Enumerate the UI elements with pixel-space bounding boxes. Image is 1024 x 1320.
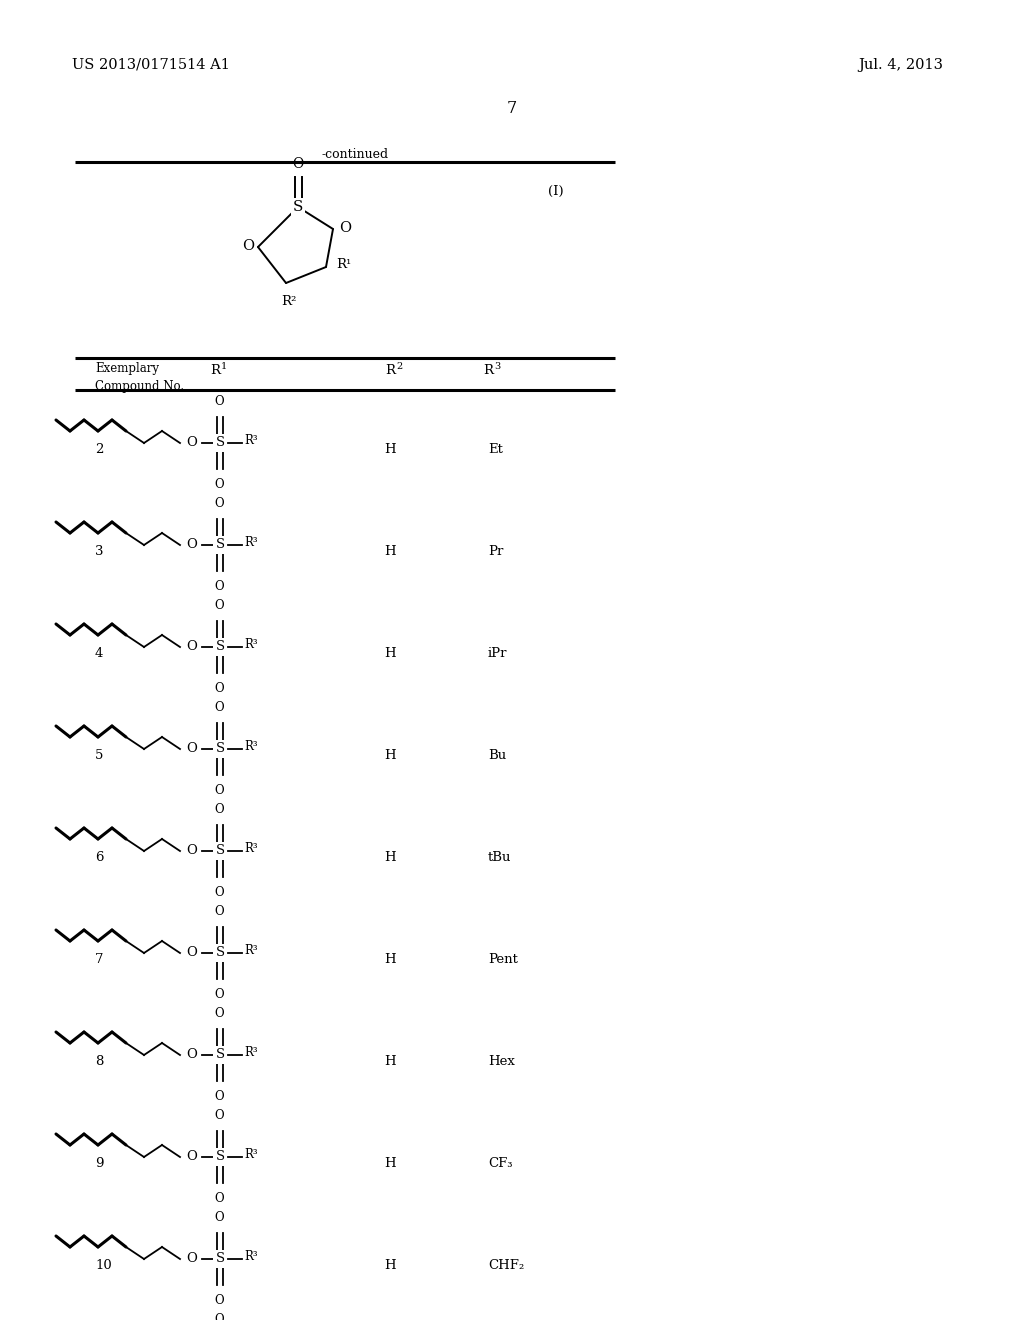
Text: O: O bbox=[215, 478, 224, 491]
Text: S: S bbox=[215, 1048, 224, 1061]
Text: 7: 7 bbox=[95, 953, 103, 966]
Text: Pr: Pr bbox=[488, 545, 504, 558]
Text: 10: 10 bbox=[95, 1259, 112, 1272]
Text: 6: 6 bbox=[95, 851, 103, 865]
Text: 7: 7 bbox=[507, 100, 517, 117]
Text: O: O bbox=[215, 395, 224, 408]
Text: R: R bbox=[385, 364, 395, 378]
Text: -continued: -continued bbox=[322, 148, 388, 161]
Text: O: O bbox=[186, 945, 198, 958]
Text: O: O bbox=[339, 220, 351, 235]
Text: (I): (I) bbox=[548, 185, 563, 198]
Text: O: O bbox=[215, 1109, 224, 1122]
Text: H: H bbox=[384, 1055, 396, 1068]
Text: R: R bbox=[483, 364, 493, 378]
Text: O: O bbox=[215, 1313, 224, 1320]
Text: O: O bbox=[186, 843, 198, 857]
Text: S: S bbox=[215, 640, 224, 653]
Text: O: O bbox=[215, 987, 224, 1001]
Text: Hex: Hex bbox=[488, 1055, 515, 1068]
Text: Et: Et bbox=[488, 444, 503, 455]
Text: 4: 4 bbox=[95, 647, 103, 660]
Text: S: S bbox=[215, 1151, 224, 1163]
Text: R³: R³ bbox=[244, 434, 258, 447]
Text: R³: R³ bbox=[244, 1047, 258, 1060]
Text: O: O bbox=[215, 1007, 224, 1020]
Text: tBu: tBu bbox=[488, 851, 512, 865]
Text: Exemplary
Compound No.: Exemplary Compound No. bbox=[95, 362, 184, 393]
Text: 1: 1 bbox=[221, 362, 227, 371]
Text: O: O bbox=[186, 436, 198, 449]
Text: 2: 2 bbox=[396, 362, 402, 371]
Text: O: O bbox=[215, 701, 224, 714]
Text: CHF₂: CHF₂ bbox=[488, 1259, 524, 1272]
Text: 3: 3 bbox=[95, 545, 103, 558]
Text: Pent: Pent bbox=[488, 953, 518, 966]
Text: H: H bbox=[384, 1158, 396, 1170]
Text: 9: 9 bbox=[95, 1158, 103, 1170]
Text: O: O bbox=[186, 742, 198, 755]
Text: 5: 5 bbox=[95, 748, 103, 762]
Text: 2: 2 bbox=[95, 444, 103, 455]
Text: S: S bbox=[215, 742, 224, 755]
Text: S: S bbox=[215, 437, 224, 450]
Text: R¹: R¹ bbox=[336, 257, 351, 271]
Text: H: H bbox=[384, 1259, 396, 1272]
Text: O: O bbox=[215, 784, 224, 797]
Text: O: O bbox=[215, 803, 224, 816]
Text: R²: R² bbox=[282, 294, 297, 308]
Text: O: O bbox=[186, 639, 198, 652]
Text: S: S bbox=[215, 845, 224, 858]
Text: CF₃: CF₃ bbox=[488, 1158, 512, 1170]
Text: O: O bbox=[215, 599, 224, 612]
Text: H: H bbox=[384, 647, 396, 660]
Text: R³: R³ bbox=[244, 842, 258, 855]
Text: R³: R³ bbox=[244, 945, 258, 957]
Text: O: O bbox=[186, 1150, 198, 1163]
Text: O: O bbox=[242, 239, 254, 253]
Text: O: O bbox=[215, 886, 224, 899]
Text: iPr: iPr bbox=[488, 647, 508, 660]
Text: O: O bbox=[215, 1294, 224, 1307]
Text: O: O bbox=[186, 1251, 198, 1265]
Text: O: O bbox=[186, 1048, 198, 1060]
Text: O: O bbox=[215, 906, 224, 917]
Text: O: O bbox=[215, 579, 224, 593]
Text: R³: R³ bbox=[244, 1250, 258, 1263]
Text: Jul. 4, 2013: Jul. 4, 2013 bbox=[858, 58, 943, 73]
Text: R³: R³ bbox=[244, 741, 258, 754]
Text: O: O bbox=[215, 1090, 224, 1104]
Text: R³: R³ bbox=[244, 536, 258, 549]
Text: O: O bbox=[215, 682, 224, 696]
Text: US 2013/0171514 A1: US 2013/0171514 A1 bbox=[72, 58, 229, 73]
Text: R³: R³ bbox=[244, 639, 258, 652]
Text: H: H bbox=[384, 444, 396, 455]
Text: H: H bbox=[384, 953, 396, 966]
Text: S: S bbox=[215, 1253, 224, 1266]
Text: R: R bbox=[210, 364, 220, 378]
Text: Bu: Bu bbox=[488, 748, 506, 762]
Text: O: O bbox=[293, 157, 304, 172]
Text: H: H bbox=[384, 545, 396, 558]
Text: H: H bbox=[384, 851, 396, 865]
Text: S: S bbox=[215, 539, 224, 552]
Text: O: O bbox=[215, 1192, 224, 1205]
Text: 8: 8 bbox=[95, 1055, 103, 1068]
Text: 3: 3 bbox=[494, 362, 501, 371]
Text: S: S bbox=[293, 201, 303, 214]
Text: O: O bbox=[215, 498, 224, 510]
Text: O: O bbox=[215, 1210, 224, 1224]
Text: O: O bbox=[186, 537, 198, 550]
Text: R³: R³ bbox=[244, 1148, 258, 1162]
Text: S: S bbox=[215, 946, 224, 960]
Text: H: H bbox=[384, 748, 396, 762]
